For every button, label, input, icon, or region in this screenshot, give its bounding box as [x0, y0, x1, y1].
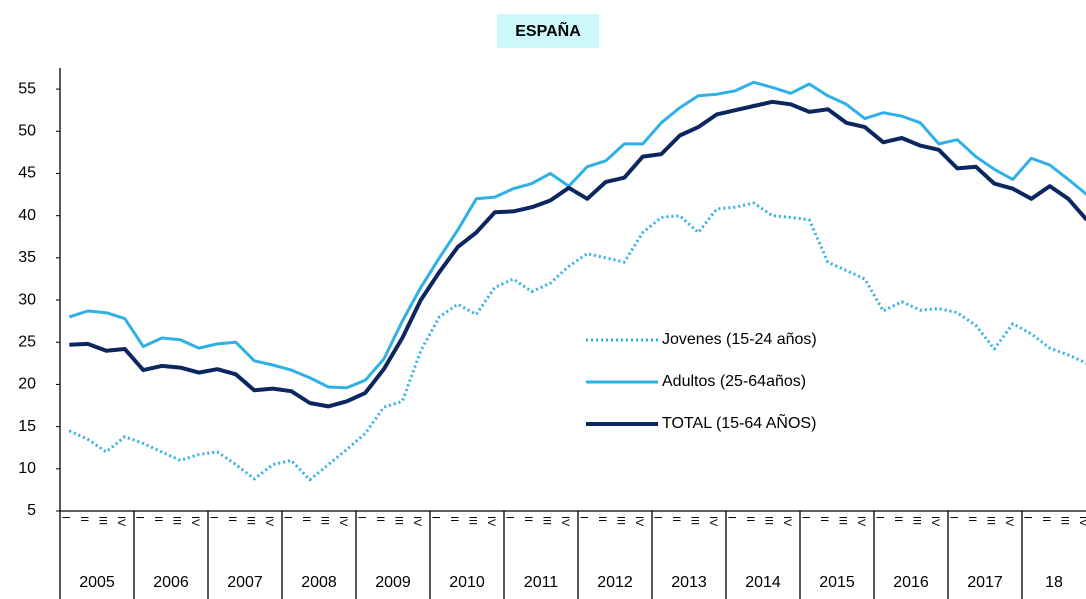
- legend-label: Jovenes (15-24 años): [662, 331, 817, 348]
- x-tick-label: III: [318, 516, 330, 525]
- series-line: [68, 80, 1086, 390]
- y-tick-label: 20: [18, 376, 36, 393]
- x-tick-label: I: [873, 516, 885, 519]
- x-tick-label: I: [651, 516, 663, 519]
- x-tick-label: IV: [337, 516, 349, 527]
- y-tick-label: 15: [18, 418, 36, 435]
- x-tick-label: II: [226, 516, 238, 522]
- x-tick-label: III: [762, 516, 774, 525]
- x-tick-label: IV: [189, 516, 201, 527]
- x-tick-label: III: [984, 516, 996, 525]
- x-tick-label: IV: [1003, 516, 1015, 527]
- year-label: 2007: [227, 574, 263, 591]
- x-tick-label: II: [670, 516, 682, 522]
- x-tick-label: I: [59, 516, 71, 519]
- x-tick-label: III: [1058, 516, 1070, 525]
- x-tick-label: I: [799, 516, 811, 519]
- x-tick-label: I: [947, 516, 959, 519]
- title-background: [497, 14, 599, 48]
- x-tick-label: IV: [411, 516, 423, 527]
- x-tick-label: IV: [1077, 516, 1086, 527]
- x-tick-label: I: [1021, 516, 1033, 519]
- x-tick-label: II: [448, 516, 460, 522]
- year-label: 2006: [153, 574, 189, 591]
- y-tick-label: 50: [18, 123, 36, 140]
- x-tick-label: I: [133, 516, 145, 519]
- x-tick-label: IV: [115, 516, 127, 527]
- x-tick-label: IV: [633, 516, 645, 527]
- x-tick-label: III: [392, 516, 404, 525]
- legend-label: Adultos (25-64años): [662, 373, 806, 390]
- x-tick-label: III: [614, 516, 626, 525]
- year-label: 2005: [79, 574, 115, 591]
- x-tick-label: II: [892, 516, 904, 522]
- year-label: 18: [1045, 574, 1063, 591]
- x-tick-label: II: [744, 516, 756, 522]
- x-tick-label: I: [725, 516, 737, 519]
- year-label: 2013: [671, 574, 707, 591]
- x-tick-label: III: [244, 516, 256, 525]
- x-tick-label: IV: [263, 516, 275, 527]
- year-label: 2009: [375, 574, 411, 591]
- x-tick-label: III: [466, 516, 478, 525]
- x-tick-label: I: [355, 516, 367, 519]
- year-label: 2011: [524, 574, 559, 591]
- x-tick-label: III: [910, 516, 922, 525]
- y-tick-label: 55: [18, 80, 36, 97]
- x-tick-label: I: [503, 516, 515, 519]
- x-tick-label: II: [1040, 516, 1052, 522]
- x-tick-label: I: [577, 516, 589, 519]
- x-tick-label: II: [596, 516, 608, 522]
- x-tick-label: III: [836, 516, 848, 525]
- x-tick-label: I: [429, 516, 441, 519]
- x-tick-label: II: [818, 516, 830, 522]
- year-label: 2014: [745, 574, 781, 591]
- x-tick-label: III: [96, 516, 108, 525]
- year-label: 2017: [967, 574, 1003, 591]
- x-tick-label: II: [152, 516, 164, 522]
- x-tick-label: II: [374, 516, 386, 522]
- x-tick-label: I: [207, 516, 219, 519]
- x-tick-label: IV: [855, 516, 867, 527]
- y-tick-label: 30: [18, 291, 36, 308]
- y-tick-label: 10: [18, 460, 36, 477]
- y-tick-label: 25: [18, 333, 36, 350]
- x-tick-label: IV: [781, 516, 793, 527]
- year-label: 2010: [449, 574, 485, 591]
- year-label: 2008: [301, 574, 337, 591]
- y-tick-label: 5: [27, 502, 36, 519]
- x-tick-label: IV: [929, 516, 941, 527]
- series-line: [69, 99, 1086, 409]
- y-tick-label: 40: [18, 207, 36, 224]
- year-label: 2012: [597, 574, 633, 591]
- legend-label: TOTAL (15-64 AÑOS): [662, 412, 816, 432]
- x-tick-label: IV: [485, 516, 497, 527]
- y-tick-label: 35: [18, 249, 36, 266]
- y-tick-label: 45: [18, 165, 36, 182]
- x-tick-label: II: [78, 516, 90, 522]
- x-tick-label: II: [300, 516, 312, 522]
- x-tick-label: III: [688, 516, 700, 525]
- x-tick-label: III: [540, 516, 552, 525]
- x-tick-label: IV: [707, 516, 719, 527]
- year-label: 2016: [893, 574, 929, 591]
- x-tick-label: III: [170, 516, 182, 525]
- x-tick-label: II: [966, 516, 978, 522]
- x-tick-label: I: [281, 516, 293, 519]
- x-tick-label: IV: [559, 516, 571, 527]
- series-line: [68, 201, 1086, 482]
- chart-title: ESPAÑA: [515, 20, 581, 40]
- year-label: 2015: [819, 574, 855, 591]
- x-tick-label: II: [522, 516, 534, 522]
